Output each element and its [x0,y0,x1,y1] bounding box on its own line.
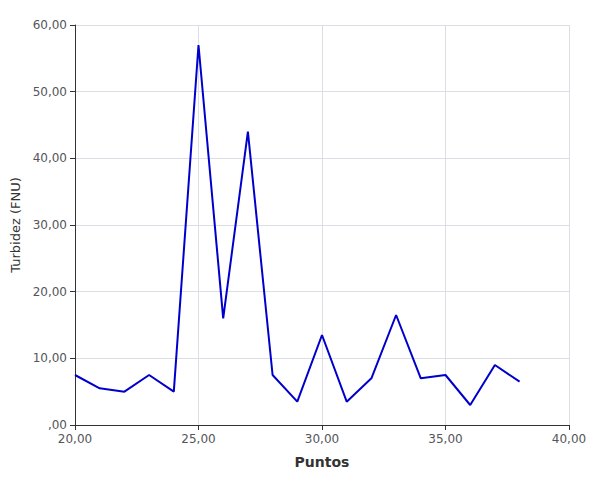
svg-text:60,00: 60,00 [33,18,67,32]
svg-text:50,00: 50,00 [33,85,67,99]
svg-text:10,00: 10,00 [33,351,67,365]
svg-text:25,00: 25,00 [181,432,215,446]
svg-text:35,00: 35,00 [428,432,462,446]
svg-text:20,00: 20,00 [58,432,92,446]
svg-text:40,00: 40,00 [552,432,586,446]
svg-text:,00: ,00 [48,418,67,432]
svg-text:20,00: 20,00 [33,285,67,299]
svg-text:30,00: 30,00 [33,218,67,232]
svg-text:40,00: 40,00 [33,151,67,165]
svg-text:Turbidez (FNU): Turbidez (FNU) [8,177,23,273]
svg-text:Puntos: Puntos [295,454,350,470]
svg-text:30,00: 30,00 [305,432,339,446]
